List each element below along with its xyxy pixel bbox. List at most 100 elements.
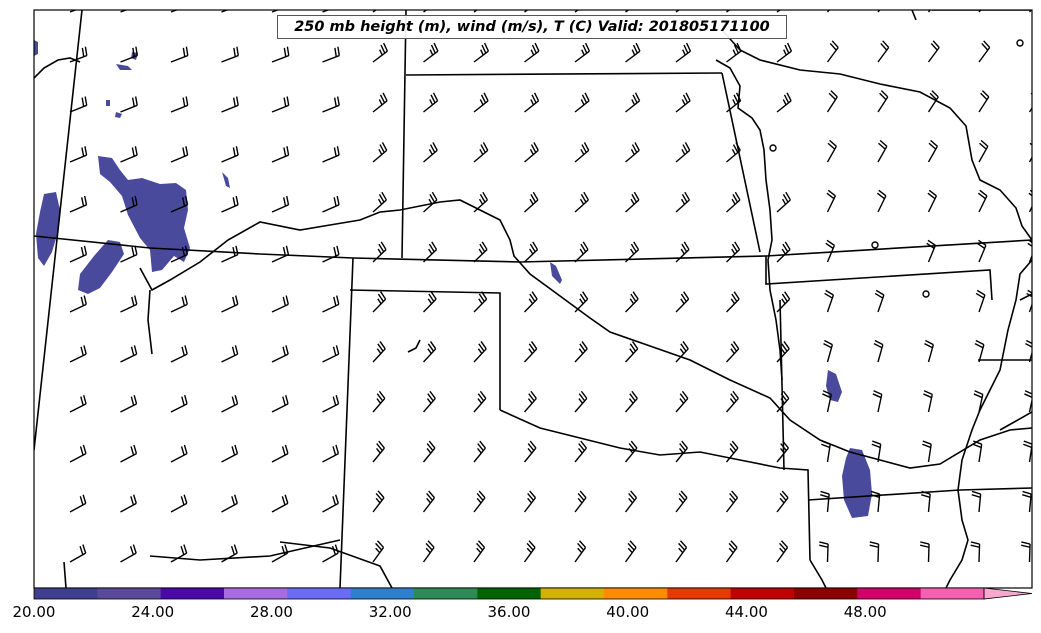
- wind-barb: [372, 191, 387, 213]
- wind-barb: [978, 40, 991, 63]
- calm-circle: [871, 241, 879, 249]
- colorbar-segment: [350, 588, 415, 599]
- wind-barb: [170, 146, 189, 163]
- wind-barb: [974, 339, 985, 363]
- wind-barb: [927, 90, 939, 113]
- wind-barb: [372, 42, 389, 63]
- wind-barb: [170, 444, 188, 463]
- wind-barb: [69, 46, 88, 63]
- wind-barb: [221, 10, 230, 13]
- wind-barb: [823, 339, 834, 363]
- wind-barb: [776, 390, 790, 413]
- wind-barb: [574, 341, 588, 363]
- wind-barb: [322, 146, 340, 163]
- wind-barb: [372, 440, 385, 463]
- wind-barb: [874, 289, 885, 313]
- wind-barb: [473, 92, 489, 113]
- colorbar-border: [33, 587, 985, 600]
- colorbar-tick-label: 28.00: [250, 603, 293, 621]
- wind-barb: [524, 291, 538, 313]
- wind-barb: [170, 46, 189, 63]
- wind-barb: [69, 195, 88, 213]
- wind-barb: [776, 291, 791, 313]
- colorbar-tick-label: 32.00: [369, 603, 412, 621]
- wind-barbs: [69, 10, 1032, 563]
- colorbar-segment: [287, 588, 352, 599]
- wind-barb: [523, 341, 538, 363]
- wind-barb: [675, 341, 689, 363]
- wind-barb: [776, 92, 792, 113]
- wind-barb: [624, 341, 639, 363]
- wind-barb: [873, 339, 884, 363]
- shade-region: [106, 100, 110, 106]
- wind-barb: [170, 10, 179, 13]
- wind-barb: [69, 295, 87, 313]
- wind-barb: [271, 245, 290, 263]
- wind-barb: [523, 540, 536, 563]
- shade-region: [550, 262, 562, 284]
- wind-barb: [372, 540, 385, 563]
- wind-barb: [822, 390, 832, 413]
- colorbar-segment: [604, 588, 668, 599]
- wind-barb: [473, 490, 486, 513]
- wind-barb: [624, 490, 638, 513]
- wind-barb: [726, 291, 740, 313]
- colorbar-segment: [160, 588, 225, 599]
- colorbar-tick-label: 48.00: [844, 603, 887, 621]
- colorbar-segment: [97, 588, 162, 599]
- wind-barb: [877, 139, 888, 163]
- shade-region: [34, 40, 38, 56]
- wind-barb: [473, 291, 488, 313]
- calm-circle: [922, 290, 930, 298]
- wind-barb: [120, 345, 138, 363]
- wind-barb: [726, 42, 742, 63]
- wind-barb: [726, 241, 741, 263]
- colorbar-tick-label: 20.00: [13, 603, 56, 621]
- wind-barb: [675, 191, 690, 213]
- wind-barb: [423, 241, 438, 263]
- wind-barb: [322, 195, 340, 213]
- wind-barb: [877, 40, 890, 63]
- wind-barb: [1028, 189, 1032, 213]
- wind-barb: [776, 341, 790, 363]
- wind-speed-shading: [34, 40, 872, 518]
- shade-region: [78, 240, 124, 294]
- wind-barb: [977, 189, 988, 213]
- wind-barb: [322, 544, 339, 563]
- wind-barb: [524, 191, 539, 213]
- map-title: 250 mb height (m), wind (m/s), T (C) Val…: [277, 15, 787, 39]
- shade-region: [36, 192, 60, 266]
- wind-barb: [120, 295, 138, 313]
- colorbar-tick-label: 24.00: [131, 603, 174, 621]
- wind-barb: [574, 142, 590, 163]
- wind-barb: [322, 245, 340, 263]
- wind-barb: [422, 341, 437, 363]
- wind-barb: [524, 92, 540, 113]
- wind-barb: [776, 490, 789, 513]
- wind-barb: [726, 92, 742, 113]
- wind-barb: [675, 241, 690, 263]
- wind-barb: [776, 191, 791, 213]
- wind-barb: [826, 189, 837, 213]
- wind-barb: [423, 291, 437, 313]
- wind-barb: [473, 241, 488, 263]
- wind-barb: [625, 142, 640, 163]
- calm-circle: [1016, 39, 1024, 47]
- wind-barb: [69, 96, 88, 113]
- wind-barb: [1028, 139, 1032, 163]
- colorbar-segment: [540, 588, 605, 599]
- wind-barb: [473, 540, 486, 563]
- wind-barb: [221, 195, 239, 213]
- wind-barb: [675, 490, 688, 513]
- wind-barb: [1025, 339, 1032, 363]
- wind-barb: [372, 490, 385, 513]
- wind-barb: [221, 96, 239, 113]
- wind-barb: [927, 40, 940, 63]
- wind-barb: [625, 42, 641, 63]
- calm-circle: [769, 144, 777, 152]
- wind-barb: [922, 440, 932, 463]
- wind-barb: [826, 139, 837, 163]
- wind-barb: [120, 46, 139, 63]
- wind-barb: [271, 10, 280, 13]
- wind-barb: [473, 142, 489, 163]
